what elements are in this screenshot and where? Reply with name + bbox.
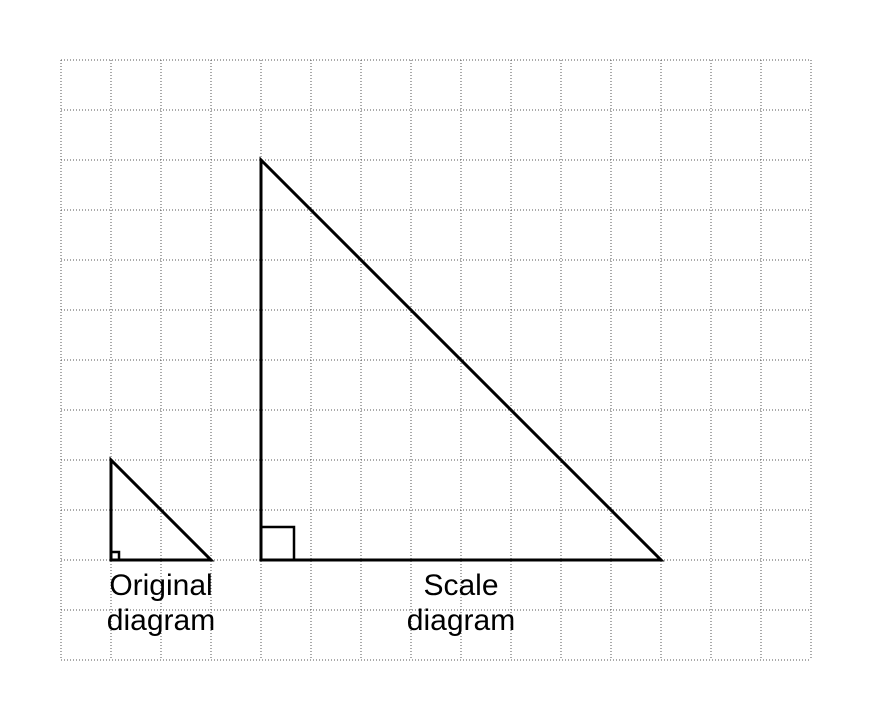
original-right-angle-mark — [109, 550, 121, 562]
scale-label-line2: diagram — [407, 604, 515, 637]
scale-triangle — [259, 156, 665, 562]
original-label-line2: diagram — [107, 604, 215, 637]
original-label-line1: Original — [109, 569, 212, 602]
original-triangle — [109, 456, 215, 562]
scale-right-angle-mark — [259, 525, 296, 562]
scale-label-line1: Scale — [423, 569, 498, 602]
